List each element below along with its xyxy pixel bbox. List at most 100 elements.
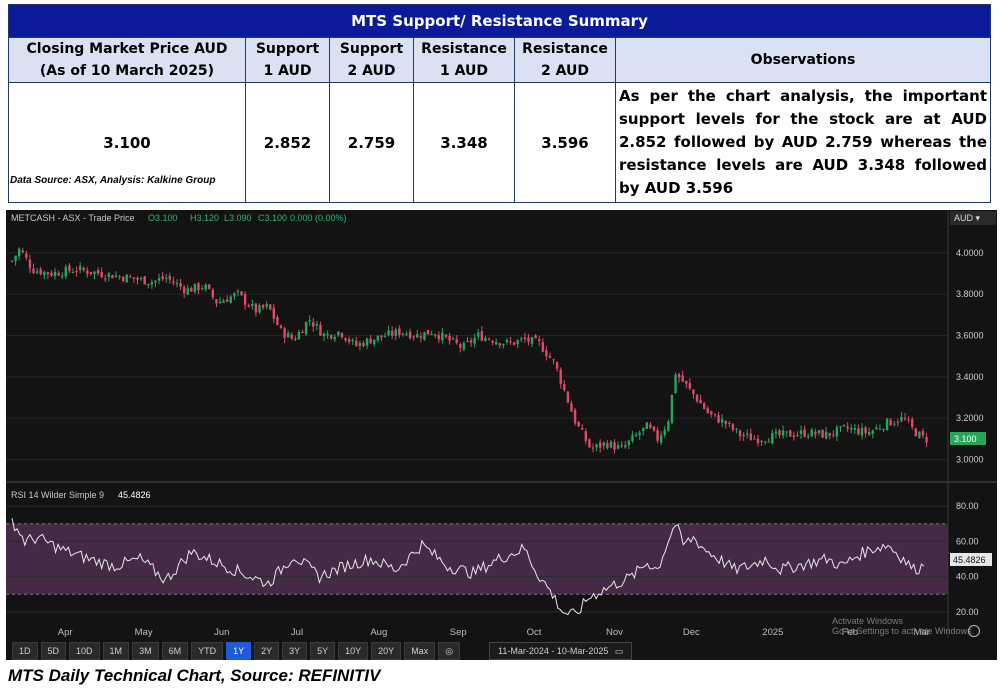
- support-1-value: 2.852: [245, 82, 330, 203]
- candle-body: [742, 435, 745, 437]
- activate-windows-watermark: Activate Windows Go to Settings to activ…: [832, 616, 974, 636]
- date-range-picker[interactable]: 11-Mar-2024 - 10-Mar-2025 ▭: [489, 642, 633, 660]
- range-button-1d[interactable]: 1D: [12, 642, 38, 660]
- candle-body: [659, 435, 663, 443]
- reset-icon[interactable]: ◎: [438, 642, 461, 660]
- candle-body: [656, 429, 659, 441]
- range-button-10y[interactable]: 10Y: [338, 642, 369, 660]
- candle-body: [688, 382, 692, 389]
- candle-body: [455, 339, 458, 344]
- candle-body: [520, 338, 523, 340]
- candle-body: [254, 303, 258, 313]
- candle-body: [347, 338, 351, 342]
- candle-body: [616, 445, 620, 449]
- candle-body: [186, 288, 189, 295]
- candle-body: [706, 408, 709, 413]
- candle-body: [677, 373, 681, 378]
- range-button-max[interactable]: Max: [404, 642, 436, 660]
- month-label: Apr: [58, 627, 73, 638]
- watermark-line-2: Go to Settings to activate Windows.: [832, 626, 975, 636]
- range-button-3m[interactable]: 3M: [132, 642, 159, 660]
- candle-body: [903, 418, 907, 420]
- rsi-tick-label: 20.00: [956, 607, 979, 617]
- header-resistance-2: Resistance 2 AUD: [514, 37, 616, 83]
- range-button-20y[interactable]: 20Y: [371, 642, 402, 660]
- candle-body: [416, 334, 419, 338]
- candle-body: [893, 423, 896, 425]
- settings-icon[interactable]: [968, 625, 980, 637]
- candle-body: [846, 426, 849, 429]
- candle-body: [480, 331, 484, 341]
- candle-body: [154, 280, 157, 283]
- candle-body: [114, 275, 118, 277]
- month-label: Aug: [370, 627, 387, 638]
- range-button-5y[interactable]: 5Y: [310, 642, 336, 660]
- candle-body: [17, 248, 21, 257]
- candle-body: [330, 334, 333, 339]
- support-resistance-table: MTS Support/ Resistance Summary Closing …: [8, 4, 991, 203]
- range-button-10d[interactable]: 10D: [69, 642, 100, 660]
- range-button-5d[interactable]: 5D: [40, 642, 67, 660]
- candle-body: [118, 276, 121, 278]
- candle-body: [771, 432, 774, 444]
- candle-body: [545, 350, 548, 357]
- header-closing-price: Closing Market Price AUD (As of 10 March…: [8, 37, 246, 83]
- candle-body: [724, 420, 727, 425]
- candle-body: [39, 269, 42, 275]
- candle-body: [208, 284, 211, 289]
- low-value: L3.090: [224, 213, 252, 223]
- open-value: O3.100: [148, 213, 178, 223]
- candle-body: [753, 438, 756, 440]
- candle-body: [247, 305, 250, 307]
- candle-body: [376, 335, 380, 341]
- candle-body: [462, 342, 466, 350]
- table-title: MTS Support/ Resistance Summary: [8, 4, 991, 38]
- close-value: C3.100: [258, 213, 287, 223]
- candle-body: [609, 441, 613, 448]
- currency-selector[interactable]: AUD ▾: [950, 211, 996, 225]
- candle-body: [111, 275, 114, 279]
- range-button-3y[interactable]: 3Y: [282, 642, 308, 660]
- candle-body: [835, 427, 839, 437]
- candle-body: [297, 331, 301, 340]
- range-button-1y[interactable]: 1Y: [226, 642, 252, 660]
- rsi-overbought-oversold-band: [6, 523, 948, 595]
- candle-body: [674, 374, 677, 393]
- support-2-value: 2.759: [329, 82, 414, 203]
- candle-body: [175, 283, 179, 285]
- last-price-tag: 3.100: [954, 434, 977, 444]
- candle-body: [746, 433, 749, 435]
- rsi-tag: 45.4826: [953, 555, 986, 565]
- candle-body: [68, 265, 71, 272]
- rsi-tick-label: 40.00: [956, 572, 979, 582]
- rsi-line: [11, 518, 925, 616]
- candle-body: [265, 304, 268, 307]
- candle-body: [136, 277, 139, 280]
- candle-body: [774, 431, 778, 434]
- candle-body: [441, 332, 444, 341]
- technical-chart[interactable]: METCASH - ASX - Trade Price O3.100 H3.12…: [6, 210, 997, 660]
- candle-body: [64, 266, 67, 277]
- range-button-1m[interactable]: 1M: [102, 642, 130, 660]
- candle-body: [889, 419, 892, 426]
- candle-body: [225, 299, 229, 302]
- chart-canvas[interactable]: METCASH - ASX - Trade Price O3.100 H3.12…: [6, 210, 997, 660]
- candle-body: [276, 317, 279, 325]
- candle-body: [516, 340, 519, 345]
- range-button-ytd[interactable]: YTD: [191, 642, 224, 660]
- candle-body: [32, 268, 35, 274]
- candle-body: [408, 331, 412, 339]
- range-button-2y[interactable]: 2Y: [254, 642, 280, 660]
- candle-body: [606, 443, 609, 448]
- candle-body: [871, 430, 874, 434]
- candle-body: [598, 442, 602, 448]
- candle-body: [878, 428, 882, 430]
- range-button-6m[interactable]: 6M: [161, 642, 189, 660]
- candle-body: [642, 427, 645, 432]
- candle-body: [699, 399, 702, 404]
- candle-body: [430, 334, 433, 336]
- candle-body: [473, 337, 476, 344]
- candle-body: [423, 332, 426, 340]
- calendar-icon: ▭: [614, 646, 624, 656]
- candle-body: [326, 333, 329, 336]
